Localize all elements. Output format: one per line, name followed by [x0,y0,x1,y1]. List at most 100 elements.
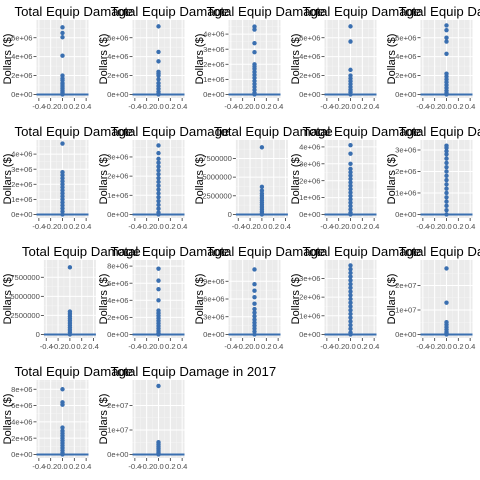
data-point [348,311,353,317]
data-point [348,263,353,268]
data-point [252,40,257,46]
y-tick-label: 0e+00 [11,210,32,219]
y-tick-label: 2e+06 [395,71,416,80]
data-point [444,145,449,151]
x-tick-label: -0.4 [224,102,237,111]
y-tick-label: 0e+00 [11,450,32,459]
x-tick-label: 0.4 [177,222,188,231]
x-tick-label: 0.0 [153,102,164,111]
x-tick-label: 0.4 [369,102,380,111]
facet-title: Total Equip Damage [399,124,480,139]
y-tick-label: 1e+07 [395,306,416,315]
data-point [348,190,353,195]
data-point [60,191,65,196]
data-point [259,212,265,217]
data-point [252,75,257,81]
x-tick-label: 0.2 [69,222,80,231]
data-point [444,207,449,213]
y-tick-label: 0e+00 [395,90,416,99]
y-tick-label: 2e+06 [299,176,320,185]
facet-title: Total Equip Damage [111,124,230,139]
y-tick-label: 0e+00 [299,90,320,99]
y-tick-label: 2e+06 [107,71,128,80]
data-point [156,175,161,181]
data-point [348,151,353,156]
x-tick-label: 0.0 [249,342,260,351]
y-axis-label: Dollars ($) [194,34,206,85]
x-tick-label: 0.4 [465,222,476,231]
data-point [348,285,353,291]
y-axis-label: Dollars ($) [290,274,302,325]
data-point [252,332,257,337]
data-point [444,156,449,161]
facet-title: Total Equip Damage [207,244,326,259]
x-tick-label: 0.4 [465,102,476,111]
data-point [156,143,161,148]
data-point [252,306,257,312]
x-tick-label: 0.0 [345,342,356,351]
x-tick-label: 0.0 [57,222,68,231]
y-tick-label: 2e+06 [11,180,32,189]
y-tick-label: 8e+06 [107,262,128,271]
data-point [444,152,449,157]
data-point [444,27,449,33]
facet-title: Total Equip Damage [15,364,134,379]
y-tick-label: 2e+06 [107,313,128,322]
x-tick-label: -0.4 [320,102,333,111]
data-point [156,278,161,283]
y-tick-label: 1e+06 [299,311,320,320]
data-point [60,197,65,202]
facet-panel-1: 0e+00 2e+06 4e+06 6e+06 -0.4-0.2 0.0 0.2 0.4 Dol… [2,4,133,111]
data-point [348,266,353,272]
data-point [252,81,257,87]
y-axis-label: Dollars ($) [98,394,110,445]
data-point [156,332,161,337]
x-tick-label: 0.2 [165,462,176,471]
x-tick-label: 0.4 [88,342,99,351]
x-tick-label: 0.4 [81,462,92,471]
x-tick-label: -0.4 [416,342,429,351]
x-tick-label: 0.2 [165,222,176,231]
x-tick-label: 0.2 [453,222,464,231]
data-point [156,383,161,389]
data-point [156,195,161,200]
y-tick-label: 1e+06 [11,195,32,204]
data-point [348,281,353,287]
data-point [156,24,161,29]
data-point [348,197,353,202]
data-point [444,203,449,209]
x-tick-label: -0.2 [140,222,153,231]
x-tick-label: 0.2 [268,222,279,231]
y-axis-label: Dollars ($) [386,274,398,325]
data-point [348,274,353,279]
y-tick-label: 0 [36,330,40,339]
x-tick-label: -0.4 [40,342,53,351]
data-point [252,69,257,75]
data-point [252,310,257,315]
x-tick-label: -0.4 [32,222,45,231]
data-point [348,67,353,73]
x-tick-label: 0.0 [153,222,164,231]
data-point [444,92,449,97]
x-tick-label: 0.4 [177,462,188,471]
x-tick-label: 0.2 [453,102,464,111]
data-point [252,295,257,300]
data-point [156,179,161,185]
x-tick-label: -0.4 [32,462,45,471]
x-tick-label: -0.2 [140,342,153,351]
data-point [444,169,449,174]
x-tick-label: 0.2 [76,342,87,351]
y-axis-label: Dollars ($) [290,154,302,205]
data-point [67,265,73,270]
x-tick-label: 0.0 [345,102,356,111]
y-tick-label: 2e+06 [107,172,128,181]
data-point [348,319,353,324]
y-tick-label: 7500000 [202,154,232,163]
data-point [348,193,353,199]
data-point [156,77,161,82]
data-point [156,156,161,162]
